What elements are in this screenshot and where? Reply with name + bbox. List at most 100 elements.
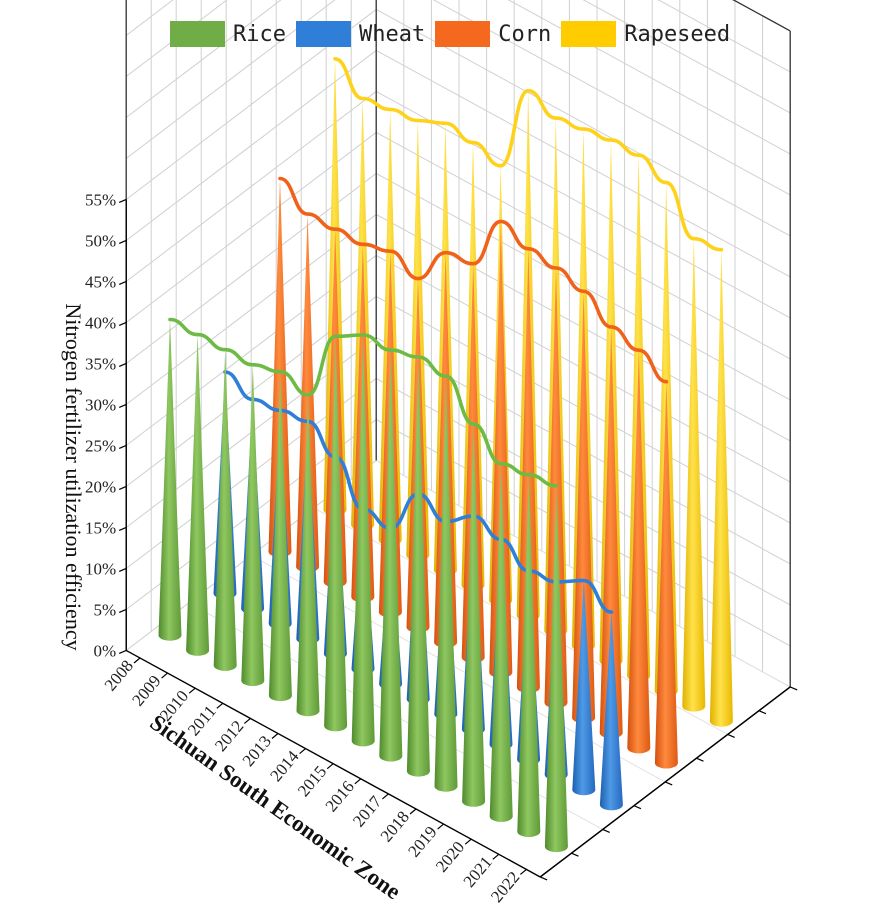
cone-rice-2017 — [406, 357, 430, 777]
cone-wheat-2021 — [572, 580, 596, 796]
cone-body — [434, 376, 458, 792]
z-tick-label: 20% — [85, 477, 116, 496]
chart-cones — [158, 57, 733, 853]
z-axis-tick — [118, 526, 127, 532]
cone-rice-2022 — [544, 485, 568, 853]
z-tick-label: 25% — [85, 436, 116, 455]
cone-body — [241, 364, 265, 687]
x-tick-label: 2008 — [101, 656, 137, 694]
z-tick-label: 50% — [85, 231, 116, 250]
x-tick-label: 2020 — [432, 838, 468, 876]
x-axis-tick — [271, 733, 279, 739]
cone-body — [627, 350, 651, 754]
cone-body — [572, 291, 596, 724]
cone-body — [544, 485, 568, 853]
cone-body — [158, 319, 182, 641]
x-axis-tick — [326, 763, 334, 770]
cone-body — [489, 463, 513, 822]
z-axis-tick — [118, 403, 127, 409]
z-axis-tick — [118, 280, 127, 286]
x-tick-label: 2013 — [239, 732, 275, 770]
cone-corn-2018 — [544, 268, 568, 709]
cone-body — [462, 424, 486, 807]
depth-axis-tick — [696, 757, 704, 762]
cone-rice-2018 — [434, 376, 458, 792]
legend: Rice Wheat Corn Rapeseed — [170, 14, 740, 54]
z-axis-tick — [118, 485, 127, 491]
x-axis-tick — [520, 868, 527, 875]
cone-corn-2022 — [654, 381, 678, 769]
side-wall-gridline — [125, 0, 174, 36]
x-tick-label: 2017 — [349, 792, 386, 831]
cone-body — [379, 350, 403, 762]
z-tick-label: 30% — [85, 395, 116, 414]
cone-body — [489, 221, 513, 678]
x-axis-tick — [133, 657, 141, 664]
cone-body — [186, 334, 210, 656]
legend-item-rice: Rice — [170, 21, 290, 47]
cone-body — [516, 248, 540, 694]
cone-body — [213, 349, 237, 671]
legend-label-rice: Rice — [233, 21, 286, 47]
z-tick-label: 55% — [85, 190, 116, 209]
x-tick-label: 2014 — [266, 747, 303, 786]
legend-label-wheat: Wheat — [358, 21, 426, 47]
z-tick-label: 15% — [85, 518, 116, 537]
cone-body — [268, 178, 292, 558]
series-line-rapeseed — [333, 57, 724, 252]
depth-axis-tick — [789, 686, 798, 691]
z-axis-tick — [118, 649, 127, 655]
cone-corn-2019 — [572, 291, 596, 724]
series-line-corn — [278, 176, 669, 384]
x-tick-label: 2018 — [377, 807, 413, 845]
x-tick-label: 2016 — [321, 777, 357, 815]
x-axis-tick — [354, 778, 362, 785]
floor-gridline — [250, 555, 666, 783]
cone-rice-2013 — [296, 395, 320, 717]
cone-rice-2011 — [241, 364, 265, 687]
cone-rice-2016 — [379, 350, 403, 762]
cone-body — [544, 268, 568, 709]
cone-body — [406, 357, 430, 777]
legend-swatch-corn — [435, 21, 491, 47]
cone-corn-2016 — [489, 221, 513, 678]
legend-swatch-rice — [170, 21, 225, 47]
back-wall-gridline — [432, 0, 791, 196]
cone-rice-2012 — [268, 371, 292, 702]
cone-rapeseed-2021 — [682, 238, 706, 712]
z-tick-label: 5% — [94, 600, 117, 619]
depth-axis-tick — [727, 733, 735, 739]
cone-body — [599, 612, 623, 811]
depth-axis-tick — [633, 805, 642, 810]
x-axis-tick — [382, 793, 389, 800]
z-tick-label: 10% — [85, 559, 116, 578]
depth-axis-tick — [758, 710, 767, 715]
x-axis-tick — [161, 672, 168, 679]
z-tick-label: 35% — [85, 354, 116, 373]
z-axis-tick — [118, 362, 127, 368]
cone-body — [654, 381, 678, 769]
cone-rice-2019 — [462, 424, 486, 807]
x-tick-label: 2009 — [128, 671, 164, 709]
z-axis-tick — [118, 444, 127, 450]
cone-body — [572, 580, 596, 796]
cone-rice-2014 — [324, 336, 348, 732]
cone-corn-2021 — [627, 350, 651, 754]
x-tick-label: 2021 — [459, 853, 495, 891]
x-axis-tick — [244, 717, 251, 724]
x-axis-tick — [409, 808, 417, 815]
cone-corn-2017 — [516, 248, 540, 694]
legend-swatch-wheat — [295, 21, 351, 47]
cone-rice-2008 — [158, 319, 182, 641]
cone-corn-2008 — [268, 178, 292, 558]
x-axis-tick — [188, 687, 196, 694]
x-axis-tick — [299, 748, 306, 755]
cone-rice-2015 — [351, 335, 375, 747]
z-tick-label: 40% — [85, 313, 116, 332]
z-tick-label: 45% — [85, 272, 116, 291]
legend-item-corn: Corn — [435, 21, 555, 47]
legend-item-rapeseed: Rapeseed — [561, 21, 734, 47]
back-wall-gridline — [582, 0, 791, 114]
depth-axis-tick — [539, 876, 548, 881]
